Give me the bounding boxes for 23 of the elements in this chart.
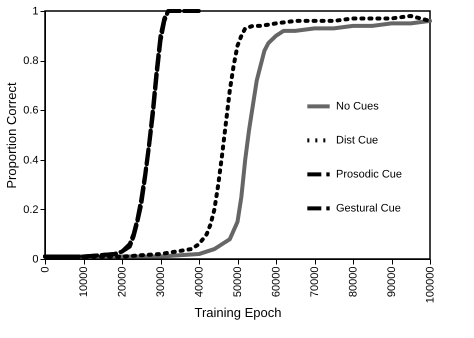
x-tick-label: 50000 — [232, 266, 244, 298]
x-tick-label: 10000 — [78, 266, 90, 298]
x-tick-label: 70000 — [309, 266, 321, 298]
x-tick-label: 30000 — [155, 266, 167, 298]
x-axis-title: Training Epoch — [194, 305, 282, 320]
y-tick-label: 1 — [32, 6, 38, 18]
y-tick-label: 0.8 — [23, 55, 38, 68]
x-tick-label: 20000 — [116, 266, 128, 298]
legend-label: Prosodic Cue — [336, 168, 402, 180]
y-tick-label: 0.6 — [23, 104, 38, 117]
x-tick-label: 60000 — [270, 266, 282, 298]
legend-label: Dist Cue — [336, 134, 378, 146]
y-tick-label: 0.2 — [23, 204, 38, 216]
y-tick-label: 0.4 — [23, 154, 38, 166]
y-tick-label: 0 — [32, 254, 38, 266]
x-tick-label: 90000 — [386, 266, 398, 298]
x-tick-label: 100000 — [424, 266, 436, 304]
x-tick-label: 40000 — [194, 266, 206, 298]
x-tick-label: 0 — [40, 266, 52, 273]
y-axis-title: Proportion Correct — [4, 82, 20, 189]
legend-label: No Cues — [336, 100, 380, 112]
x-tick-label: 80000 — [348, 266, 360, 298]
legend-label: Gestural Cue — [336, 202, 401, 214]
